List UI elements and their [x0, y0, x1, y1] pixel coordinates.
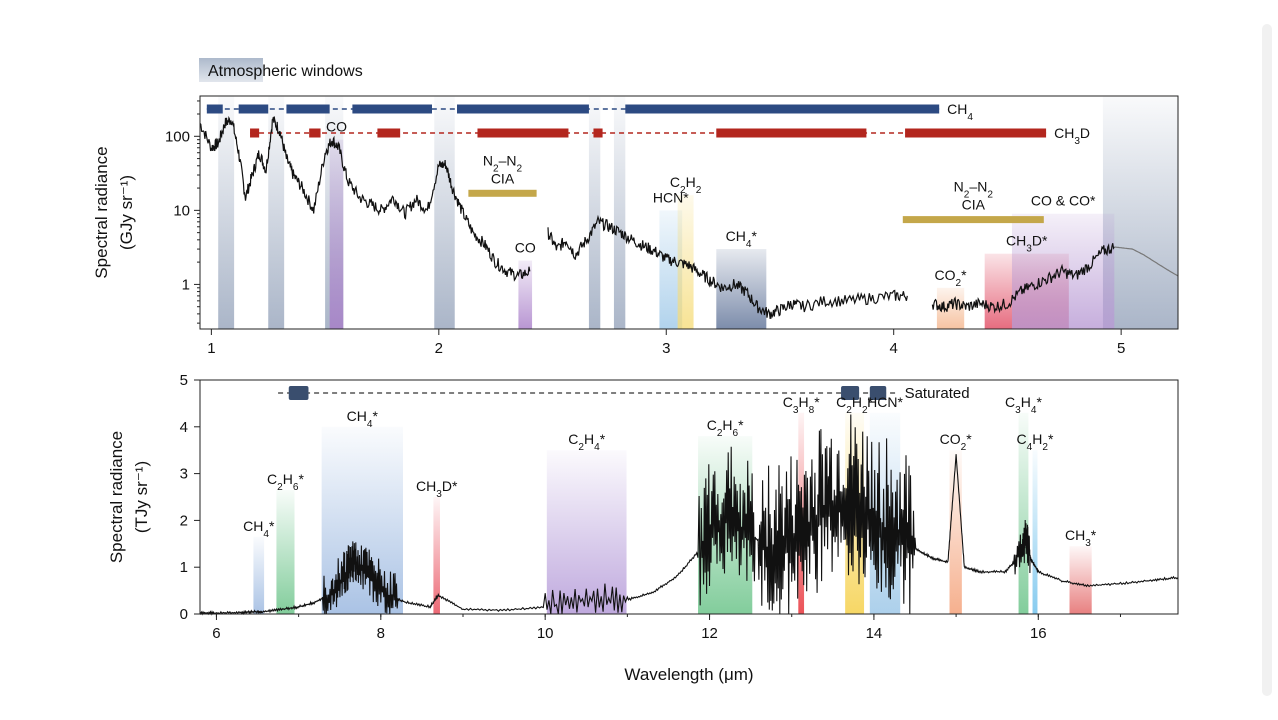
feature-label: CO	[515, 240, 536, 256]
y-axis-unit: (TJy sr⁻¹)	[132, 461, 151, 533]
spectrum-line	[199, 115, 531, 282]
spectrum-line	[547, 214, 908, 320]
spectrum-line	[199, 414, 1179, 616]
atmospheric-window	[1102, 96, 1178, 329]
coverage-segment	[593, 128, 603, 138]
legend-swatch	[199, 58, 263, 82]
atmospheric-window	[613, 96, 626, 329]
saturated-segment	[841, 386, 860, 400]
feature-label: C4H2*	[1017, 431, 1054, 453]
feature-label: C2H4*	[568, 431, 605, 453]
coverage-segment	[206, 104, 223, 114]
feature-label: CO & CO*	[1031, 193, 1096, 209]
feature-band	[276, 489, 295, 614]
feature-label: CH4*	[347, 408, 379, 430]
coverage-segment	[352, 104, 432, 114]
feature-label: C2H6*	[707, 417, 744, 439]
feature-label: CH3*	[1065, 527, 1097, 549]
atmospheric-window	[268, 96, 285, 329]
y-axis-label: Spectral radiance	[92, 146, 111, 278]
x-tick-label: 4	[890, 340, 898, 357]
atmospheric-window	[588, 96, 601, 329]
x-tick-label: 5	[1117, 340, 1125, 357]
feature-label: CH4*	[243, 518, 275, 540]
feature-band	[1018, 412, 1029, 614]
y-tick-label: 2	[180, 512, 188, 529]
x-tick-label: 10	[537, 625, 554, 642]
y-tick-label: 1	[182, 276, 190, 293]
y-tick-label: 10	[173, 202, 190, 219]
x-tick-label: 2	[435, 340, 443, 357]
cia-label: N2–N2 CIA	[954, 179, 994, 213]
x-tick-label: 6	[212, 625, 220, 642]
coverage-segment	[457, 104, 589, 114]
x-tick-label: 8	[377, 625, 385, 642]
coverage-segment	[716, 128, 867, 138]
x-axis-label: Wavelength (μm)	[624, 665, 753, 684]
coverage-segment	[625, 104, 940, 114]
y-tick-label: 100	[165, 128, 190, 145]
y-tick-label: 3	[180, 466, 188, 483]
legend-label: Atmospheric windows	[208, 63, 363, 80]
feature-label: CH3D*	[416, 478, 458, 500]
x-tick-label: 16	[1030, 625, 1047, 642]
atmospheric-window	[434, 96, 455, 329]
bottom-panel: Saturated CH4* C2H6* CH4* CH3D* C2H4* C2H6* C3H…	[107, 372, 1179, 684]
x-tick-label: 12	[701, 625, 718, 642]
y-tick-label: 1	[180, 559, 188, 576]
feature-band	[433, 497, 440, 614]
y-axis-unit: (GJy sr⁻¹)	[117, 175, 136, 250]
feature-band	[1032, 450, 1038, 614]
coverage-label: CH4	[947, 101, 973, 123]
feature-label: HCN*	[867, 394, 903, 410]
y-tick-label: 4	[180, 419, 188, 436]
scrollbar[interactable]	[1262, 24, 1272, 696]
coverage-label: CH3D	[1054, 125, 1090, 147]
feature-label: CO2*	[935, 267, 968, 289]
feature-label: CH3D*	[1006, 233, 1048, 255]
feature-label: C3H4*	[1005, 394, 1042, 416]
x-tick-label: 14	[866, 625, 883, 642]
feature-label: C2H2	[670, 174, 702, 196]
x-tick-label: 1	[207, 340, 215, 357]
feature-band	[949, 450, 962, 614]
feature-band	[253, 536, 265, 614]
feature-label: CH4*	[726, 228, 758, 250]
feature-label: CO2*	[940, 431, 973, 453]
feature-label: CO	[326, 119, 347, 135]
atmospheric-window	[218, 96, 235, 329]
bottom-plot-frame	[199, 379, 1179, 615]
coverage-segment	[477, 128, 569, 138]
y-tick-label: 0	[180, 606, 188, 623]
feature-band	[659, 210, 683, 329]
feature-label: C2H2*	[836, 394, 873, 416]
coverage-segment	[250, 128, 260, 138]
feature-band	[546, 450, 627, 614]
cia-bar	[468, 189, 537, 197]
feature-label: C3H8*	[783, 394, 820, 416]
coverage-segment	[286, 104, 330, 114]
feature-band	[329, 139, 344, 329]
x-tick-label: 3	[662, 340, 670, 357]
feature-band	[1069, 546, 1092, 614]
coverage-segment	[377, 128, 401, 138]
coverage-segment	[905, 128, 1047, 138]
saturated-segment	[869, 386, 887, 400]
feature-label: HCN*	[653, 189, 689, 205]
cia-label: N2–N2 CIA	[483, 152, 523, 186]
feature-label: C2H6*	[267, 471, 304, 493]
saturated-label: Saturated	[905, 385, 970, 402]
top-panel: Atmospheric windows CH4 CH3D N2–N2 CIA N2–N2 C…	[92, 58, 1179, 357]
spectrum-line	[931, 243, 1115, 314]
saturated-segment	[288, 386, 309, 400]
cia-bar	[902, 216, 1044, 224]
y-axis-label: Spectral radiance	[107, 431, 126, 563]
top-plot-frame	[199, 95, 1179, 330]
spectrum-line	[1114, 246, 1179, 277]
coverage-segment	[309, 128, 321, 138]
y-tick-label: 5	[180, 372, 188, 389]
coverage-segment	[238, 104, 269, 114]
